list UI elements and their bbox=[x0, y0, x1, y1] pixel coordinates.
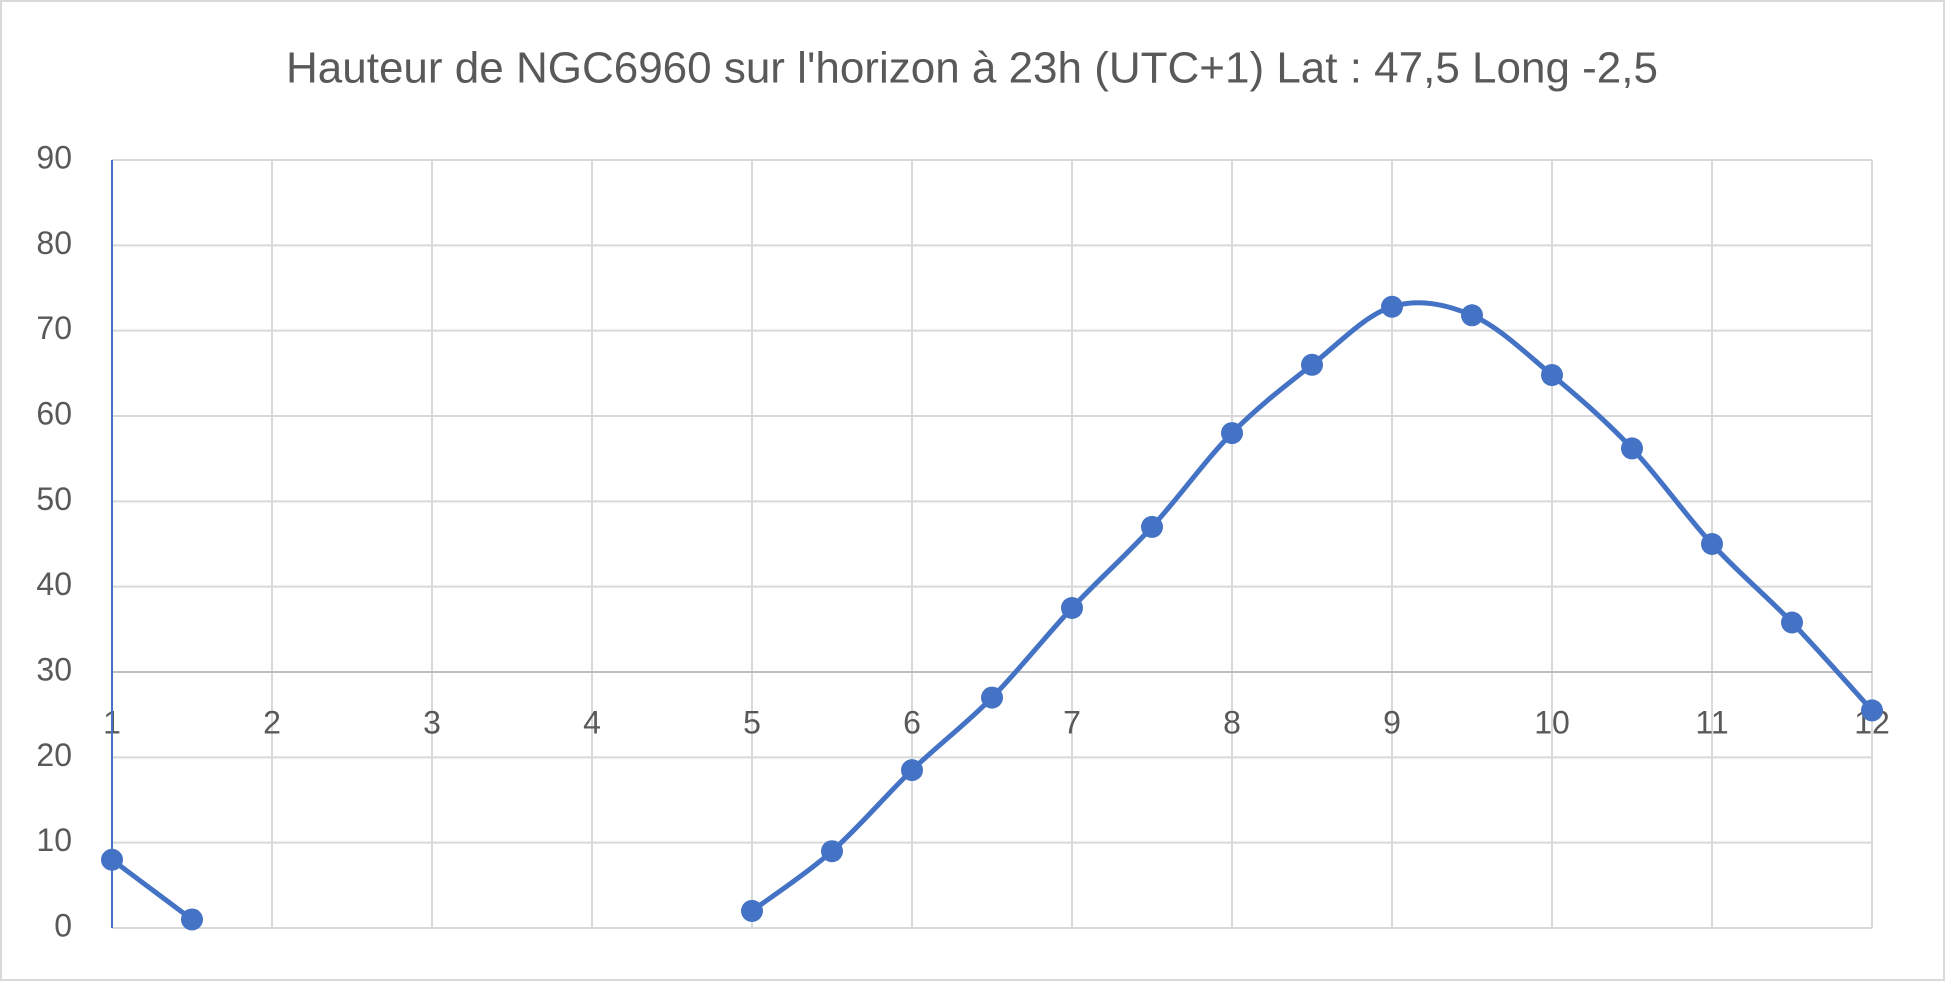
x-tick-label: 11 bbox=[1695, 704, 1728, 740]
data-point bbox=[1061, 597, 1083, 619]
y-tick-label: 30 bbox=[36, 651, 72, 687]
data-point bbox=[741, 899, 763, 922]
data-point bbox=[1621, 437, 1643, 460]
y-tick-label: 10 bbox=[36, 822, 72, 858]
x-tick-label: 10 bbox=[1534, 704, 1570, 740]
y-tick-label: 60 bbox=[36, 395, 72, 431]
data-point bbox=[1381, 295, 1403, 318]
y-tick-label: 20 bbox=[36, 737, 72, 773]
data-point bbox=[981, 686, 1003, 709]
x-tick-label: 8 bbox=[1223, 704, 1241, 740]
x-tick-label: 5 bbox=[743, 704, 761, 740]
x-tick-label: 6 bbox=[903, 704, 921, 740]
data-point bbox=[1861, 699, 1883, 722]
data-point bbox=[1461, 304, 1483, 327]
data-point bbox=[821, 840, 843, 863]
data-point bbox=[1301, 353, 1323, 376]
x-tick-label: 4 bbox=[583, 704, 601, 740]
y-tick-label: 90 bbox=[36, 139, 72, 175]
y-tick-label: 40 bbox=[36, 566, 72, 602]
y-tick-label: 0 bbox=[54, 907, 72, 943]
data-point bbox=[1141, 515, 1163, 538]
x-tick-label: 3 bbox=[423, 704, 441, 740]
data-point bbox=[901, 759, 923, 782]
data-point bbox=[1221, 422, 1243, 445]
data-point bbox=[101, 848, 123, 871]
y-tick-label: 80 bbox=[36, 225, 72, 261]
x-tick-label: 2 bbox=[263, 704, 281, 740]
chart-title: Hauteur de NGC6960 sur l'horizon à 23h (… bbox=[286, 44, 1658, 93]
y-tick-label: 70 bbox=[36, 310, 72, 346]
x-tick-label: 7 bbox=[1063, 704, 1081, 740]
data-point bbox=[181, 908, 203, 931]
y-tick-label: 50 bbox=[36, 481, 72, 517]
x-tick-label: 9 bbox=[1383, 704, 1401, 740]
data-point bbox=[1781, 611, 1803, 634]
data-point bbox=[1701, 533, 1723, 555]
data-point bbox=[1541, 364, 1563, 387]
